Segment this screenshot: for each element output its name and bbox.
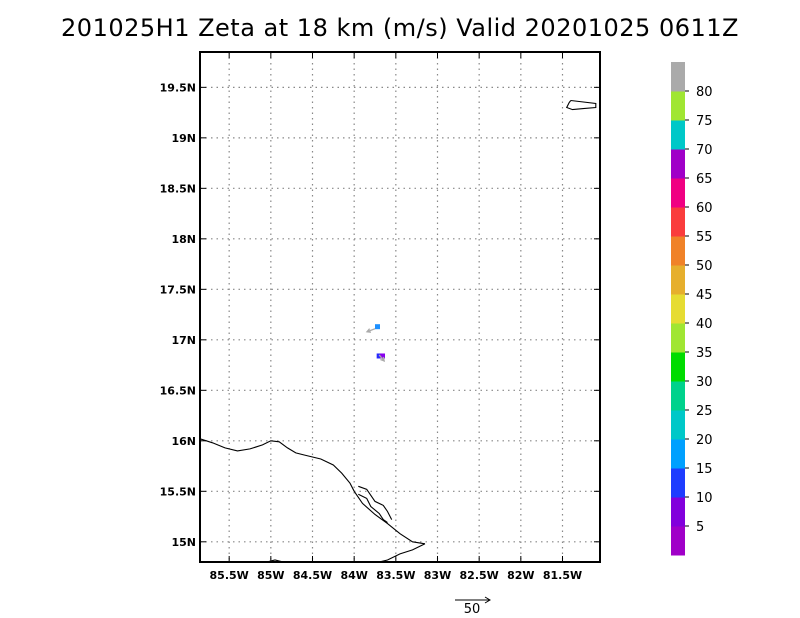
colorbar-swatch (671, 149, 685, 179)
lon-tick-label: 85.5W (210, 569, 249, 582)
zeta-cell (375, 324, 380, 330)
colorbar-label: 50 (696, 259, 713, 274)
colorbar-swatch (671, 526, 685, 556)
colorbar-swatch (671, 410, 685, 440)
lat-tick-label: 18.5N (160, 182, 196, 195)
colorbar-swatch (671, 381, 685, 411)
colorbar-swatch (671, 323, 685, 353)
colorbar-label: 55 (696, 230, 713, 245)
lat-tick-label: 16.5N (160, 384, 196, 397)
lon-tick-label: 83W (424, 569, 451, 582)
reference-vector-label: 50 (464, 602, 481, 617)
colorbar-swatch (671, 497, 685, 527)
coastline-caratasca-lagoon-south (358, 493, 388, 524)
shaded-cells (375, 324, 385, 359)
colorbar-label: 75 (696, 114, 713, 129)
colorbar-label: 10 (696, 491, 713, 506)
longitude-labels: 85.5W 85W 84.5W 84W 83.5W 83W 82.5W 82W 81.5W (210, 569, 583, 582)
colorbar-swatch (671, 294, 685, 324)
coastline-nicaragua-coast (379, 543, 426, 562)
colorbar: 5 10 15 20 25 30 35 40 45 50 55 60 65 70 75 80 (671, 62, 713, 556)
lat-tick-label: 16N (171, 435, 196, 448)
grid-lines (200, 52, 600, 562)
coastline-honduras-north-coast (200, 438, 426, 545)
lat-tick-label: 17N (171, 334, 196, 347)
lon-tick-label: 85W (257, 569, 284, 582)
colorbar-label: 40 (696, 317, 713, 332)
colorbar-label: 5 (696, 520, 704, 535)
colorbar-label: 65 (696, 172, 713, 187)
colorbar-label: 70 (696, 143, 713, 158)
wind-vector (378, 354, 386, 363)
colorbar-swatch (671, 439, 685, 469)
coastline-caratasca-lagoon-north (358, 485, 393, 520)
latitude-labels: 15N 15.5N 16N 16.5N 17N 17.5N 18N 18.5N 19N 19.5N (160, 81, 196, 548)
lon-tick-label: 82.5W (460, 569, 499, 582)
map-title: 201025H1 Zeta at 18 km (m/s) Valid 20201… (61, 14, 739, 42)
lat-tick-label: 15.5N (160, 485, 196, 498)
lon-tick-label: 83.5W (376, 569, 415, 582)
coastline-group (200, 99, 597, 562)
colorbar-label: 80 (696, 85, 713, 100)
axis-ticks (200, 52, 600, 562)
colorbar-label: 25 (696, 404, 713, 419)
wind-vectors (365, 328, 386, 363)
reference-vector-arrowhead (484, 596, 491, 604)
colorbar-swatch (671, 62, 685, 92)
coastlines (200, 99, 597, 562)
lon-tick-label: 82W (507, 569, 534, 582)
wind-vector (365, 328, 376, 333)
colorbar-swatch (671, 468, 685, 498)
coastline-cayman-islands (565, 99, 597, 111)
lat-tick-label: 18N (171, 233, 196, 246)
lat-tick-label: 17.5N (160, 283, 196, 296)
colorbar-swatch (671, 91, 685, 121)
colorbar-swatch (671, 207, 685, 237)
colorbar-label: 45 (696, 288, 713, 303)
reference-vector: 50 (455, 596, 491, 617)
colorbar-swatch (671, 265, 685, 295)
lat-tick-label: 19N (171, 132, 196, 145)
colorbar-swatch (671, 120, 685, 150)
lon-tick-label: 84W (340, 569, 367, 582)
lon-tick-label: 84.5W (293, 569, 332, 582)
colorbar-label: 30 (696, 375, 713, 390)
colorbar-label: 60 (696, 201, 713, 216)
lon-tick-label: 81.5W (543, 569, 582, 582)
lat-tick-label: 19.5N (160, 81, 196, 94)
colorbar-swatch (671, 352, 685, 382)
colorbar-swatch (671, 236, 685, 266)
colorbar-label: 15 (696, 462, 713, 477)
lat-tick-label: 15N (171, 536, 196, 549)
map-frame (199, 51, 601, 563)
colorbar-label: 20 (696, 433, 713, 448)
colorbar-label: 35 (696, 346, 713, 361)
colorbar-swatch (671, 178, 685, 208)
zeta-cell (380, 353, 385, 359)
